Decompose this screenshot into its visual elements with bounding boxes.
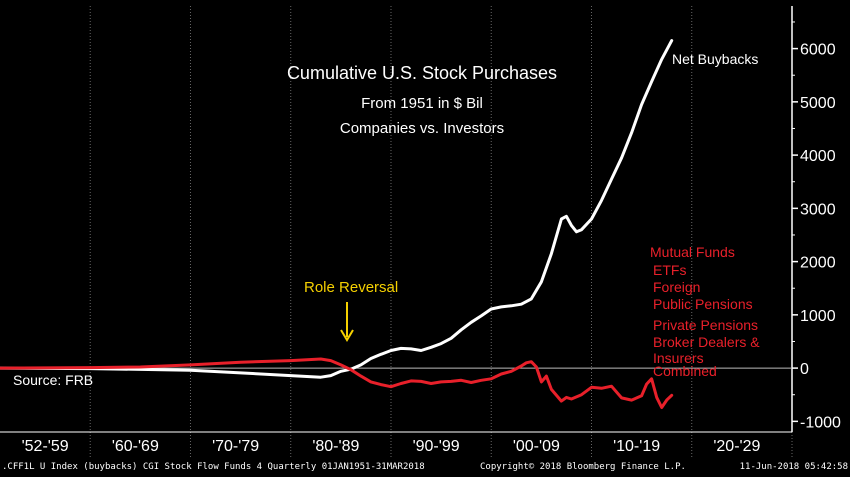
chart-text: Cumulative U.S. Stock Purchases From 195… xyxy=(13,51,760,388)
series-line-net-buybacks xyxy=(0,39,674,379)
investor-label-private-pensions: Private Pensions xyxy=(653,317,758,333)
y-tick-label: -1000 xyxy=(800,414,841,431)
series-group xyxy=(0,39,674,409)
x-tick-label: '90-'99 xyxy=(413,438,460,455)
role-reversal-arrow xyxy=(340,302,354,342)
x-tick-label: '20-'29 xyxy=(713,438,760,455)
y-tick-label: 0 xyxy=(800,361,809,378)
investor-label-public-pensions: Public Pensions xyxy=(653,296,753,312)
investor-label-foreign: Foreign xyxy=(653,279,700,295)
investor-label-broker-dealers: Broker Dealers & xyxy=(653,334,760,350)
chart-title: Cumulative U.S. Stock Purchases xyxy=(287,63,557,83)
footer-left: .CFF1L U Index (buybacks) CGI Stock Flow… xyxy=(2,462,425,472)
series-line-combined xyxy=(0,357,674,409)
investor-label-mutual-funds: Mutual Funds xyxy=(650,244,735,260)
chart-subtitle-2: Companies vs. Investors xyxy=(340,120,504,137)
x-dividers xyxy=(89,6,793,458)
y-tick-label: 2000 xyxy=(800,255,836,272)
axes: -1000 0 1000 2000 3000 4000 5000 6000 '52-'59 '60… xyxy=(0,6,841,455)
net-buybacks-label: Net Buybacks xyxy=(672,51,758,67)
role-reversal-label: Role Reversal xyxy=(304,279,398,296)
x-tick-label: '70-'79 xyxy=(212,438,259,455)
y-tick-label: 4000 xyxy=(800,148,836,165)
y-tick-label: 3000 xyxy=(800,201,836,218)
x-tick-label: '52-'59 xyxy=(22,438,69,455)
footer: .CFF1L U Index (buybacks) CGI Stock Flow… xyxy=(0,461,850,477)
x-tick-label: '80-'89 xyxy=(312,438,359,455)
x-tick-label: '60-'69 xyxy=(112,438,159,455)
y-tick-label: 5000 xyxy=(800,95,836,112)
x-tick-label: '10-'19 xyxy=(613,438,660,455)
footer-center: Copyright© 2018 Bloomberg Finance L.P. xyxy=(480,462,686,472)
investor-label-combined: Combined xyxy=(653,363,717,379)
footer-right: 11-Jun-2018 05:42:58 xyxy=(739,462,848,472)
investor-labels: Mutual Funds ETFs Foreign Public Pension… xyxy=(650,244,760,379)
investor-label-etfs: ETFs xyxy=(653,262,686,278)
chart-subtitle-1: From 1951 in $ Bil xyxy=(361,95,483,112)
y-tick-label: 6000 xyxy=(800,42,836,59)
investor-label-insurers: Insurers xyxy=(653,350,704,366)
x-tick-label: '00-'09 xyxy=(513,438,560,455)
y-tick-label: 1000 xyxy=(800,308,836,325)
source-label: Source: FRB xyxy=(13,372,93,388)
